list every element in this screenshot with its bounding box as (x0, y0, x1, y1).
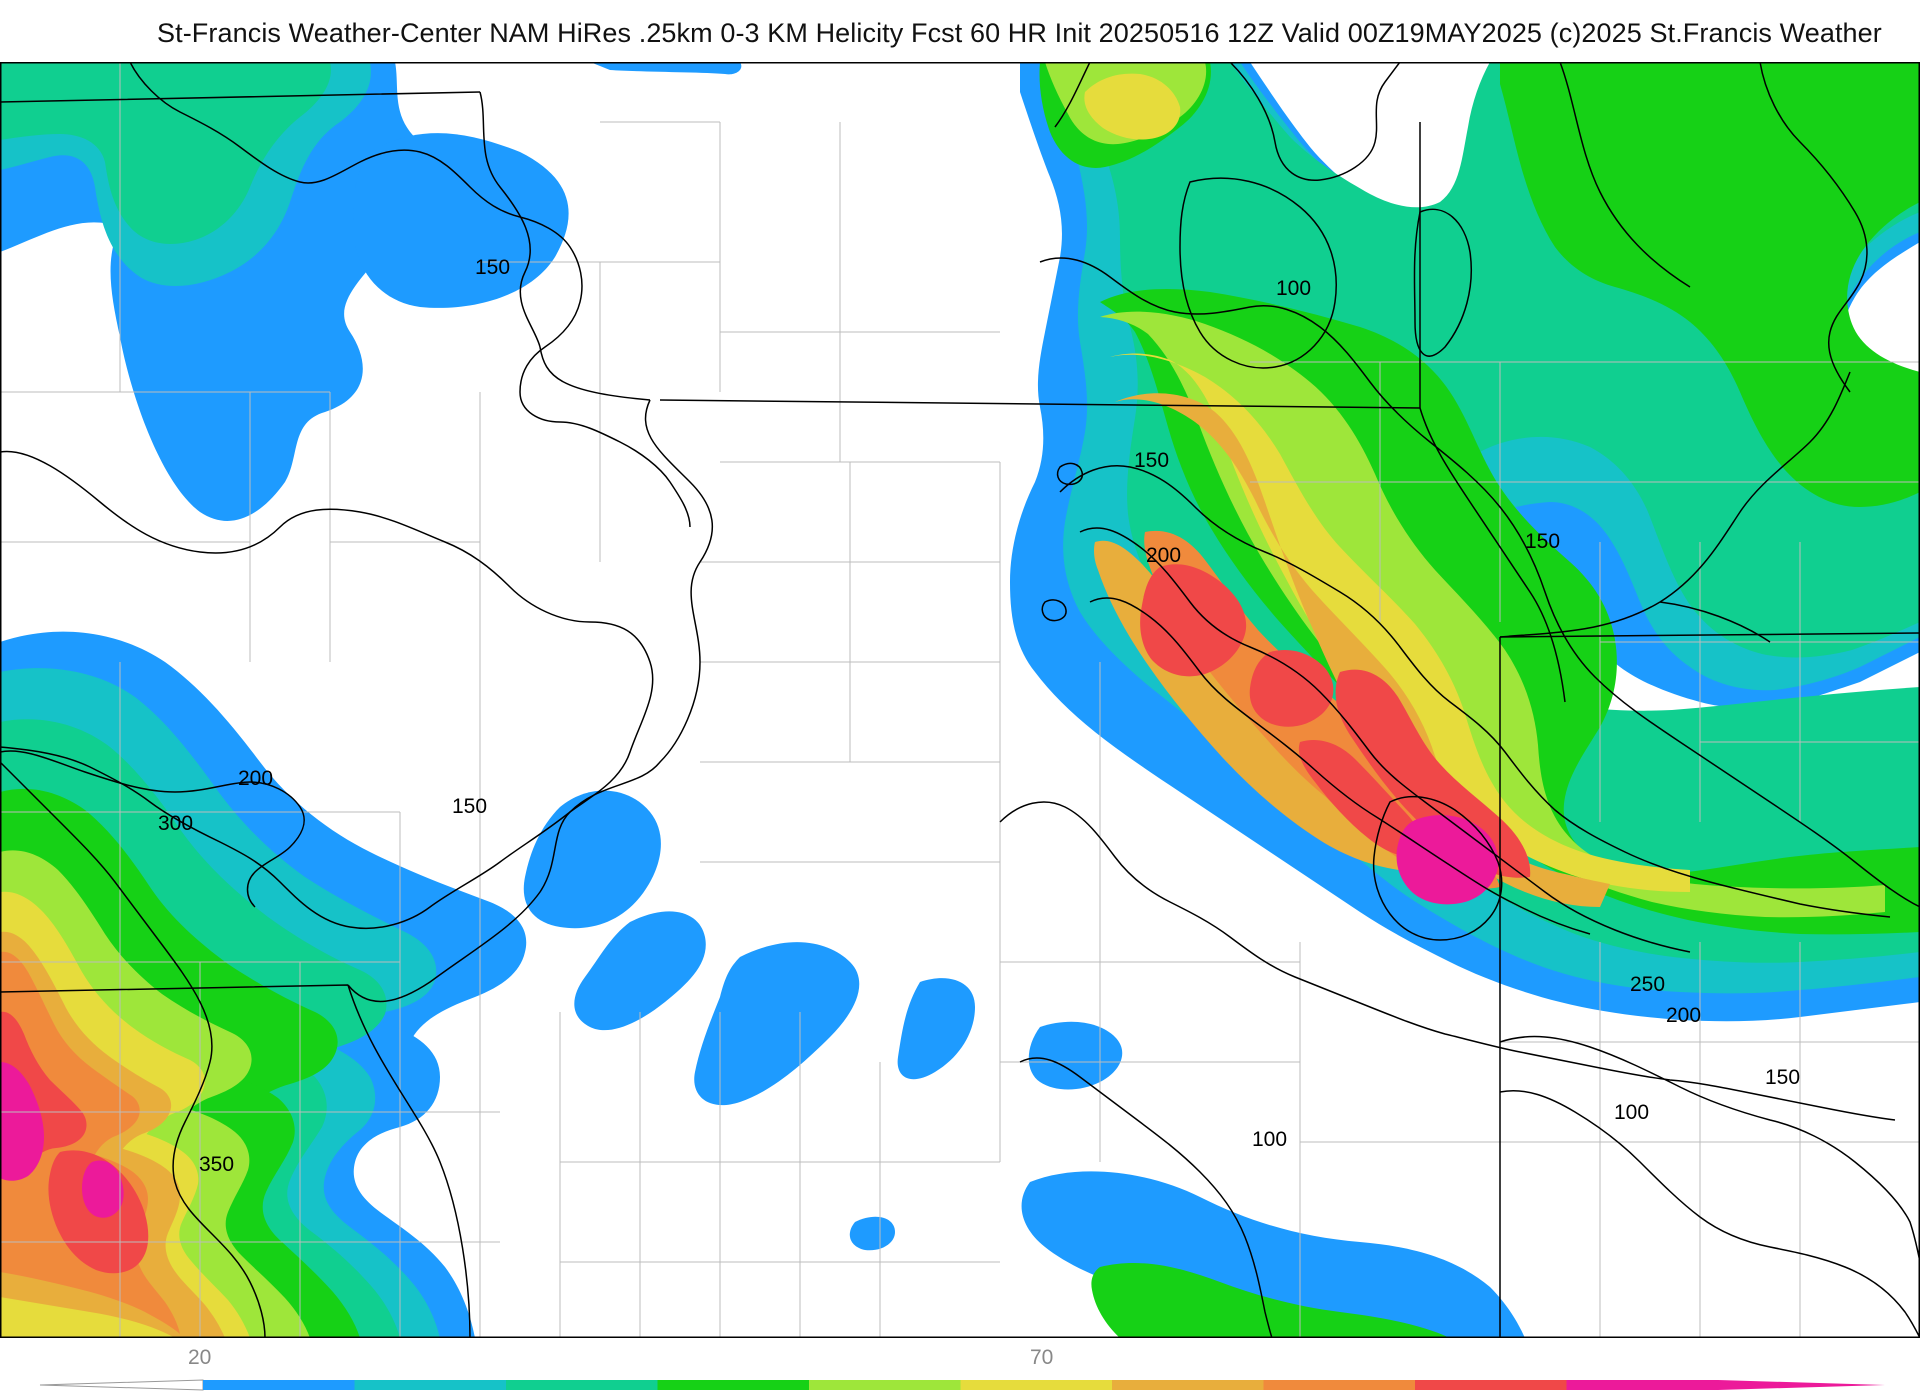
contour-label: 200 (1666, 1004, 1701, 1027)
map-title: St-Francis Weather-Center NAM HiRes .25k… (157, 18, 1882, 48)
contour-label: 150 (1765, 1066, 1800, 1089)
state-borders (0, 62, 1920, 1338)
colorbar-segment (1112, 1380, 1264, 1390)
helicity-fill (0, 62, 1920, 1338)
title-bar: St-Francis Weather-Center NAM HiRes .25k… (0, 0, 1920, 62)
contour-labels: 150 100 150 200 150 200 300 150 250 200 … (158, 256, 1800, 1176)
colorbar-segment (1263, 1380, 1416, 1390)
colorbar-right-arrow (1718, 1380, 1885, 1390)
colorbar-segment (960, 1380, 1113, 1390)
helicity-contours (0, 62, 1920, 1338)
contour-label: 100 (1252, 1128, 1287, 1151)
lakes (1041, 177, 1473, 622)
colorbar-segments (39, 1379, 1885, 1391)
colorbar-segment (506, 1380, 658, 1390)
colorbar-label: 70 (1030, 1346, 1053, 1369)
contour-label: 100 (1614, 1101, 1649, 1124)
contour-label: 150 (1134, 449, 1169, 472)
colorbar-left-arrow (39, 1379, 204, 1391)
contour-label: 200 (1146, 544, 1181, 567)
map-frame (0, 62, 1920, 1338)
contour-label: 150 (1525, 530, 1560, 553)
contour-label: 150 (452, 795, 487, 818)
colorbar-segment (1415, 1380, 1567, 1390)
colorbar: 20 70 (39, 1346, 1885, 1391)
colorbar-segment (354, 1380, 507, 1390)
contour-label: 150 (475, 256, 510, 279)
contour-label: 100 (1276, 277, 1311, 300)
colorbar-segment (1566, 1380, 1719, 1390)
contour-label: 250 (1630, 973, 1665, 996)
contour-label: 300 (158, 812, 193, 835)
contour-label: 200 (238, 767, 273, 790)
colorbar-segment (657, 1380, 810, 1390)
colorbar-label: 20 (188, 1346, 211, 1369)
contour-label: 350 (199, 1153, 234, 1176)
helicity-map: 150 100 150 200 150 200 300 150 250 200 … (0, 62, 1920, 1338)
colorbar-segment (203, 1380, 355, 1390)
colorbar-segment (809, 1380, 961, 1390)
